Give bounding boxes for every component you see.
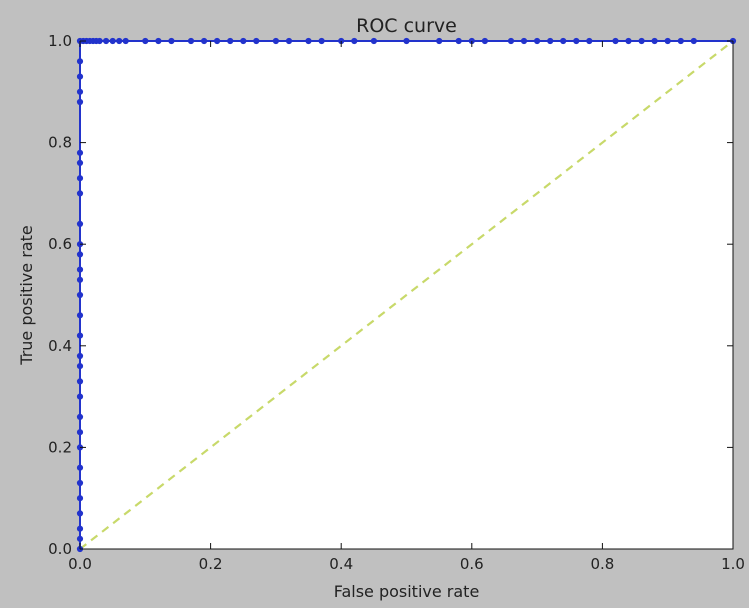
x-tick-label: 0.6 [460, 555, 484, 573]
roc-point [586, 37, 593, 45]
roc-point [227, 37, 234, 45]
y-tick-label: 0.2 [48, 438, 72, 456]
roc-point [76, 495, 84, 502]
roc-point [436, 37, 443, 45]
roc-point [351, 37, 358, 45]
y-tick-label: 1.0 [48, 32, 72, 50]
roc-point [116, 37, 123, 45]
roc-point [370, 37, 377, 45]
roc-point [76, 291, 84, 299]
roc-point [285, 37, 293, 45]
x-tick-label: 0.0 [68, 555, 92, 573]
roc-point [103, 37, 110, 45]
roc-point [76, 312, 84, 319]
roc-point [403, 37, 410, 45]
roc-point [305, 37, 312, 45]
roc-point [201, 37, 208, 45]
roc-point [638, 37, 645, 45]
roc-point [76, 149, 84, 156]
roc-point [122, 37, 129, 45]
roc-point [507, 37, 515, 45]
roc-point [76, 525, 84, 532]
roc-point [76, 220, 84, 227]
roc-point [76, 58, 84, 65]
y-axis-title: True positive rate [17, 225, 36, 365]
y-tick-label: 0.8 [48, 134, 72, 152]
roc-point [76, 363, 84, 370]
roc-point [76, 98, 84, 106]
roc-point [625, 37, 632, 45]
roc-point [76, 352, 84, 360]
roc-point [109, 37, 116, 45]
roc-point [76, 510, 84, 517]
roc-point [534, 37, 541, 45]
roc-point [318, 37, 325, 45]
roc-point [76, 88, 84, 95]
chart-title: ROC curve [356, 15, 457, 37]
x-tick-label: 0.2 [199, 555, 223, 573]
y-tick-label: 0.4 [48, 337, 72, 355]
roc-point [187, 37, 195, 45]
roc-point [142, 37, 149, 45]
roc-point [253, 37, 260, 45]
y-tick-label: 0.0 [48, 540, 72, 558]
x-axis-title: False positive rate [334, 582, 480, 601]
roc-point [96, 37, 103, 45]
roc-point [155, 37, 162, 45]
curves-layer [76, 37, 737, 553]
roc-point [240, 37, 247, 45]
roc-point [76, 378, 84, 385]
y-tick-label: 0.6 [48, 235, 72, 253]
roc-point [76, 393, 84, 400]
x-tick-label: 0.4 [329, 555, 353, 573]
roc-point [76, 159, 84, 166]
roc-point [168, 37, 175, 45]
roc-point [76, 73, 84, 80]
roc-point [76, 190, 84, 197]
roc-point [76, 251, 84, 258]
roc-point [76, 479, 84, 487]
x-tick-label: 1.0 [721, 555, 745, 573]
roc-point [76, 535, 84, 542]
roc-point [612, 37, 619, 45]
roc-point [76, 464, 84, 471]
roc-point [455, 37, 462, 45]
roc-point [664, 37, 671, 45]
roc-point [76, 266, 84, 273]
chance-diagonal-line [79, 40, 734, 550]
ticks-layer: 0.0 0.2 0.4 0.6 0.8 1.0 0.0 0.2 0.4 0.6 0.8 1.0 [48, 32, 745, 573]
roc-point [651, 37, 658, 45]
roc-point [76, 175, 84, 182]
roc-point [481, 37, 488, 45]
roc-point [76, 276, 84, 283]
roc-point [520, 37, 528, 45]
roc-point [560, 37, 567, 45]
roc-point [677, 37, 684, 45]
x-tick-label: 0.8 [590, 555, 614, 573]
roc-point [76, 413, 84, 420]
roc-point [547, 37, 554, 45]
roc-point [573, 37, 580, 45]
roc-point [272, 37, 279, 45]
roc-point [76, 429, 84, 436]
roc-point [76, 332, 84, 339]
roc-point [690, 37, 697, 45]
roc-point [214, 37, 221, 45]
